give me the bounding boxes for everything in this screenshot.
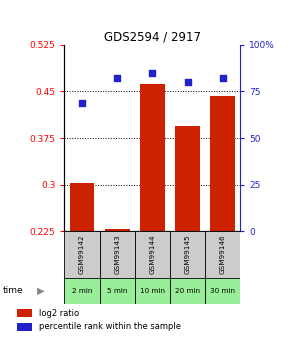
Text: GSM99145: GSM99145 <box>185 235 190 274</box>
Bar <box>175 126 200 231</box>
Text: time: time <box>3 286 23 295</box>
Text: log2 ratio: log2 ratio <box>39 308 79 317</box>
Text: GSM99146: GSM99146 <box>220 235 226 274</box>
Bar <box>105 229 130 231</box>
Bar <box>170 231 205 278</box>
Bar <box>17 309 32 317</box>
Text: 20 min: 20 min <box>175 288 200 294</box>
Point <box>220 76 225 81</box>
Text: 10 min: 10 min <box>140 288 165 294</box>
Title: GDS2594 / 2917: GDS2594 / 2917 <box>104 31 201 44</box>
Bar <box>70 183 94 231</box>
Bar <box>135 231 170 278</box>
Point <box>115 76 120 81</box>
Bar <box>210 96 235 231</box>
Text: 5 min: 5 min <box>107 288 127 294</box>
Text: GSM99143: GSM99143 <box>114 235 120 274</box>
Bar <box>17 323 32 331</box>
Bar <box>64 231 100 278</box>
Bar <box>205 231 240 278</box>
Point <box>185 79 190 85</box>
Point <box>80 100 84 105</box>
Text: GSM99142: GSM99142 <box>79 235 85 274</box>
Text: ▶: ▶ <box>37 286 45 296</box>
Text: GSM99144: GSM99144 <box>149 235 155 274</box>
Text: 2 min: 2 min <box>72 288 92 294</box>
Bar <box>135 278 170 304</box>
Bar <box>170 278 205 304</box>
Text: 30 min: 30 min <box>210 288 235 294</box>
Bar <box>205 278 240 304</box>
Point <box>150 70 155 76</box>
Bar <box>140 84 165 231</box>
Bar <box>100 278 135 304</box>
Bar <box>100 231 135 278</box>
Text: percentile rank within the sample: percentile rank within the sample <box>39 322 181 331</box>
Bar <box>64 278 100 304</box>
